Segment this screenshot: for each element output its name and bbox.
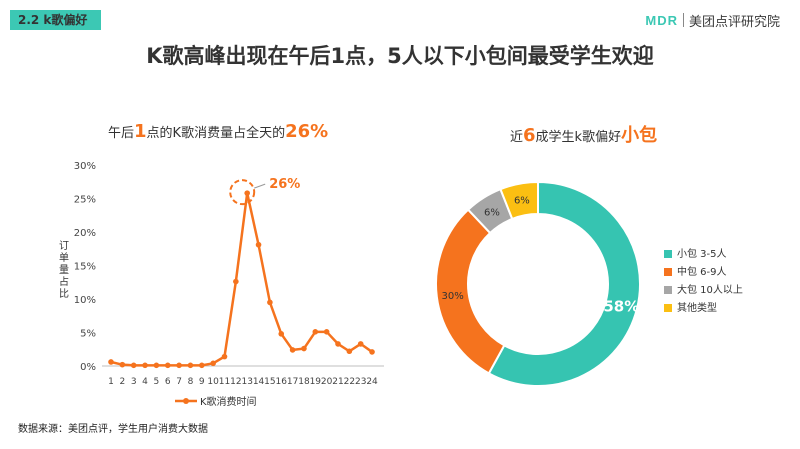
donut-slice-label: 58% <box>603 297 639 315</box>
logo: MDR 美团点评研究院 <box>645 10 780 30</box>
logo-divider <box>682 13 684 27</box>
x-tick-label: 8 <box>188 377 194 387</box>
x-tick-label: 20 <box>321 377 333 387</box>
donut-slice-label: 6% <box>514 196 530 207</box>
data-point <box>210 360 216 367</box>
legend-swatch <box>664 250 672 258</box>
data-point <box>369 349 375 355</box>
line-chart-subtitle: 午后1点的K歌消费量占全天的26% <box>108 121 328 142</box>
x-tick-label: 16 <box>276 377 288 387</box>
y-tick-label: 20% <box>74 228 96 239</box>
x-tick-label: 17 <box>287 377 298 387</box>
donut-slice-label: 6% <box>484 207 500 218</box>
x-tick-label: 6 <box>165 377 171 387</box>
legend-swatch <box>664 268 672 276</box>
logo-text: 美团点评研究院 <box>688 14 780 30</box>
y-axis-label-char: 单 <box>59 252 69 264</box>
legend-swatch <box>664 304 672 312</box>
logo-mark: MDR <box>645 12 678 28</box>
x-tick-label: 3 <box>131 377 137 387</box>
x-tick-label: 19 <box>310 377 322 387</box>
peak-highlight-circle <box>229 179 256 206</box>
data-point <box>312 329 319 335</box>
x-tick-label: 4 <box>142 377 148 387</box>
x-tick-label: 15 <box>264 377 275 387</box>
line-subtitle-pct: 26% <box>285 121 329 142</box>
y-tick-label: 5% <box>80 329 96 340</box>
x-tick-label: 12 <box>230 377 241 387</box>
y-tick-label: 25% <box>74 195 96 206</box>
y-axis-label-char: 占 <box>59 275 69 288</box>
y-axis-label-char: 量 <box>59 264 69 276</box>
data-point <box>346 348 353 355</box>
x-tick-label: 2 <box>119 377 125 387</box>
x-tick-label: 11 <box>219 377 230 387</box>
data-point <box>323 329 330 335</box>
x-tick-label: 7 <box>176 377 182 387</box>
x-tick-label: 5 <box>154 377 160 387</box>
y-axis-label-char: 比 <box>59 288 69 300</box>
donut-subtitle-pre: 近 <box>510 130 524 145</box>
section-tag: 2.2 k歌偏好 <box>10 10 102 30</box>
x-tick-label: 14 <box>253 377 265 387</box>
peak-annotation-label: 26% <box>269 177 300 192</box>
legend-line-label: K歌消费时间 <box>200 395 257 408</box>
y-axis-label-char: 订 <box>59 240 69 252</box>
data-point <box>244 190 250 196</box>
data-point <box>199 362 205 369</box>
x-tick-label: 13 <box>241 377 252 387</box>
y-tick-label: 10% <box>74 295 96 306</box>
series-line-k-song <box>110 192 373 367</box>
legend-item-label: 小包 3-5人 <box>677 247 727 260</box>
line-subtitle-pre: 午后 <box>108 126 135 141</box>
data-point <box>176 362 182 369</box>
x-tick-label: 21 <box>332 377 343 387</box>
data-source: 数据来源：美团点评，学生用户消费大数据 <box>18 424 208 435</box>
legend-item-label: 大包 10人以上 <box>677 283 743 296</box>
donut-chart-subtitle: 近6成学生k歌偏好小包 <box>510 121 657 147</box>
x-tick-label: 22 <box>344 377 355 387</box>
data-point <box>267 299 273 306</box>
x-tick-label: 9 <box>199 377 205 387</box>
x-tick-label: 10 <box>207 377 219 387</box>
x-tick-label: 24 <box>366 377 378 387</box>
legend-item-label: 中包 6-9人 <box>677 265 727 278</box>
y-tick-label: 0% <box>80 362 96 373</box>
donut-subtitle-mid: 成学生k歌偏好 <box>535 130 622 145</box>
x-tick-label: 18 <box>298 377 310 387</box>
data-point <box>108 359 114 365</box>
data-point <box>255 241 262 248</box>
donut-subtitle-emph: 小包 <box>621 125 658 146</box>
x-tick-label: 23 <box>355 377 366 387</box>
data-point <box>142 362 148 369</box>
legend-line-marker <box>183 398 189 404</box>
donut-subtitle-num: 6 <box>523 125 536 146</box>
x-tick-label: 1 <box>108 377 114 387</box>
donut-slice <box>435 208 506 375</box>
line-subtitle-num: 1 <box>134 121 147 142</box>
data-point <box>221 353 228 360</box>
data-point <box>164 362 171 369</box>
page-title: K歌高峰出现在午后1点，5人以下小包间最受学生欢迎 <box>146 44 654 68</box>
donut-slice <box>466 187 514 235</box>
data-point <box>153 362 160 369</box>
data-point <box>278 331 285 337</box>
y-tick-label: 15% <box>74 262 96 273</box>
donut-slice <box>499 180 539 221</box>
data-point <box>357 341 364 347</box>
data-point <box>119 361 126 368</box>
line-subtitle-mid: 点的K歌消费量占全天的 <box>146 126 286 141</box>
donut-slice <box>487 180 641 387</box>
data-point <box>289 347 296 353</box>
data-point <box>301 345 307 352</box>
donut-slice-label: 30% <box>442 291 464 302</box>
legend-item-label: 其他类型 <box>677 301 717 314</box>
data-point <box>130 362 137 369</box>
peak-leader-line <box>254 183 266 189</box>
data-point <box>187 362 194 369</box>
y-tick-label: 30% <box>74 161 96 172</box>
data-point <box>335 341 341 347</box>
data-point <box>233 278 239 285</box>
legend-swatch <box>664 286 672 294</box>
